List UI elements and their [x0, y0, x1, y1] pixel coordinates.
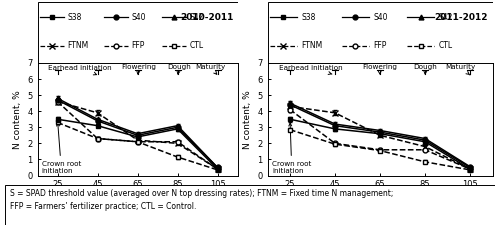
- Text: FFP: FFP: [132, 41, 145, 50]
- Text: S = SPAD threshold value (averaged over N top dressing rates); FTNM = Fixed time: S = SPAD threshold value (averaged over …: [10, 189, 394, 211]
- X-axis label: Days after sowing: Days after sowing: [97, 195, 178, 204]
- Text: Dough: Dough: [414, 65, 438, 74]
- Text: Earhead initiation: Earhead initiation: [279, 65, 342, 74]
- Text: Flowering: Flowering: [122, 65, 156, 74]
- Text: S40: S40: [132, 13, 146, 22]
- Text: S38: S38: [301, 13, 316, 22]
- Text: Crown root
initiation: Crown root initiation: [42, 123, 81, 174]
- Text: FTNM: FTNM: [68, 41, 89, 50]
- X-axis label: Days after sowing: Days after sowing: [340, 195, 420, 204]
- Text: S42: S42: [438, 13, 453, 22]
- Text: S38: S38: [68, 13, 82, 22]
- Text: CTL: CTL: [190, 41, 203, 50]
- Text: 2010-2011: 2010-2011: [180, 13, 234, 22]
- Text: S40: S40: [373, 13, 388, 22]
- Text: S42: S42: [190, 13, 204, 22]
- Text: Flowering: Flowering: [362, 65, 397, 74]
- Y-axis label: N content, %: N content, %: [12, 90, 22, 149]
- Text: FFP: FFP: [373, 41, 386, 50]
- Text: Maturity: Maturity: [196, 65, 226, 74]
- Text: Dough: Dough: [168, 65, 191, 74]
- Text: Maturity: Maturity: [446, 65, 476, 75]
- Text: CTL: CTL: [438, 41, 452, 50]
- Y-axis label: N content, %: N content, %: [242, 90, 252, 149]
- Text: Earhead initiation: Earhead initiation: [48, 65, 111, 75]
- Text: FTNM: FTNM: [301, 41, 322, 50]
- Text: Crown root
initiation: Crown root initiation: [272, 123, 312, 174]
- Text: 2011-2012: 2011-2012: [434, 13, 488, 22]
